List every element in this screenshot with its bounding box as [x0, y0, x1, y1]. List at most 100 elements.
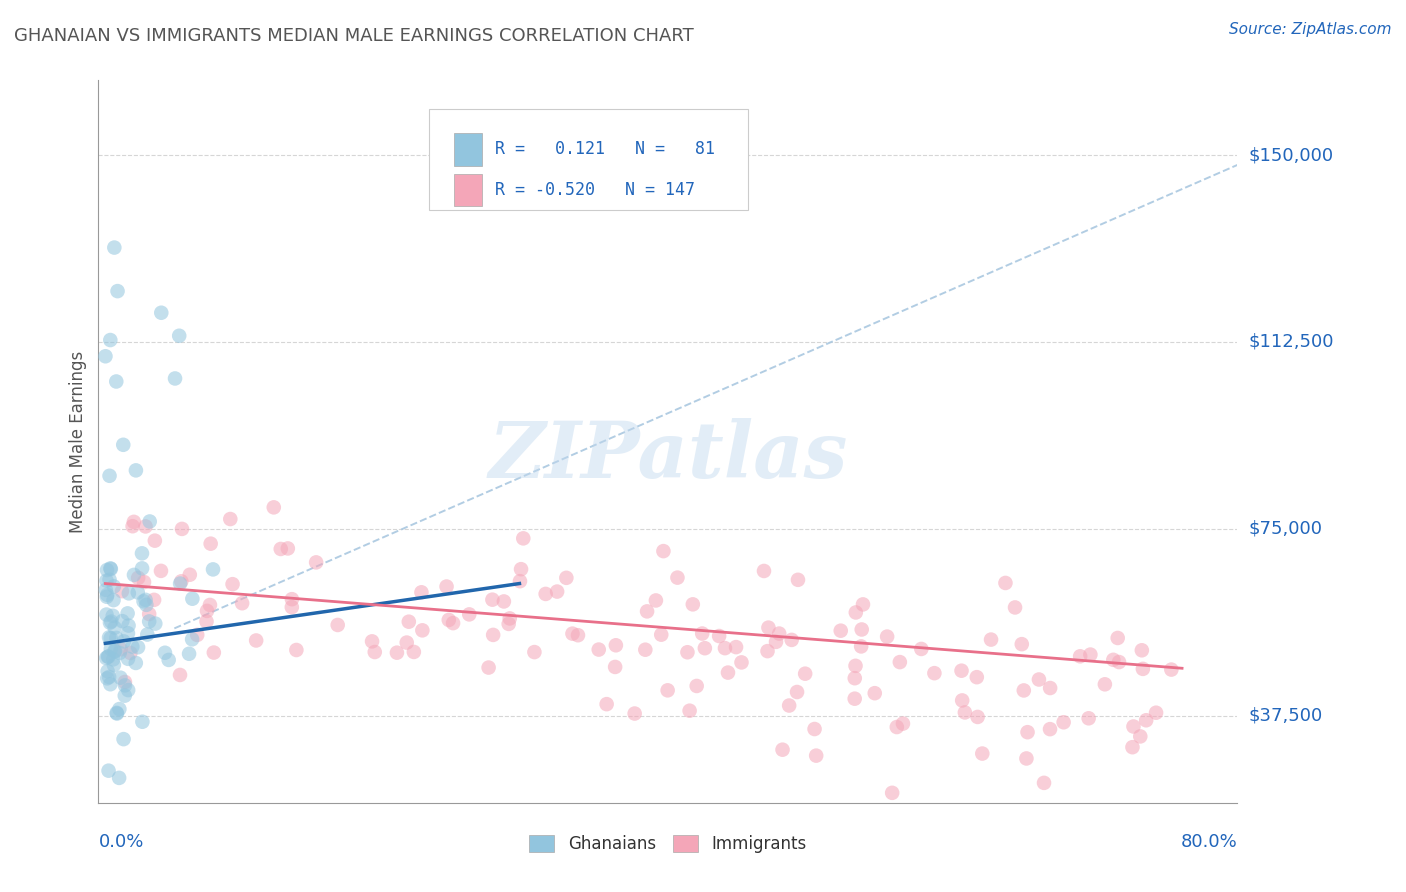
Point	[103, 658, 125, 673]
Point	[634, 642, 657, 657]
Point	[1122, 719, 1144, 733]
Point	[707, 629, 730, 643]
Point	[138, 615, 160, 629]
Point	[94, 582, 117, 597]
Point	[219, 512, 242, 526]
Point	[950, 693, 973, 707]
Point	[1017, 725, 1039, 739]
Point	[153, 646, 176, 660]
Point	[114, 689, 136, 703]
Point	[953, 706, 976, 720]
Point	[98, 615, 121, 630]
Point	[481, 592, 503, 607]
Point	[117, 683, 139, 698]
Point	[361, 634, 384, 648]
Point	[96, 671, 118, 685]
Point	[690, 626, 713, 640]
Point	[499, 611, 522, 625]
Point	[972, 747, 994, 761]
Point	[561, 626, 583, 640]
Point	[103, 652, 125, 666]
Point	[100, 562, 122, 576]
Point	[605, 638, 627, 652]
Point	[650, 628, 672, 642]
Point	[127, 640, 149, 655]
Point	[98, 677, 121, 691]
Point	[117, 652, 139, 666]
Point	[730, 656, 752, 670]
Point	[436, 580, 458, 594]
Point	[100, 631, 122, 645]
Point	[512, 532, 534, 546]
Point	[132, 575, 155, 590]
Point	[794, 666, 817, 681]
Point	[682, 598, 704, 612]
Point	[1069, 649, 1091, 664]
Point	[108, 646, 131, 660]
Point	[830, 624, 852, 638]
Point	[105, 375, 128, 389]
Point	[110, 642, 132, 657]
Point	[678, 704, 700, 718]
Legend: Ghanaians, Immigrants: Ghanaians, Immigrants	[523, 828, 813, 860]
Point	[1015, 751, 1038, 765]
Point	[546, 584, 568, 599]
Point	[98, 468, 121, 483]
Point	[98, 573, 121, 587]
Point	[96, 588, 118, 602]
Point	[131, 546, 153, 560]
Point	[676, 645, 699, 659]
Point	[458, 607, 481, 622]
Point	[103, 241, 125, 255]
Point	[595, 697, 617, 711]
Point	[693, 641, 716, 656]
Point	[108, 771, 131, 785]
Point	[966, 710, 988, 724]
Point	[98, 333, 121, 347]
Point	[1130, 643, 1153, 657]
Point	[110, 671, 132, 685]
Point	[98, 631, 121, 645]
Point	[277, 541, 299, 556]
Point	[666, 571, 689, 585]
Point	[195, 615, 218, 629]
Point	[107, 284, 129, 298]
Bar	[454, 133, 482, 166]
Point	[1052, 715, 1074, 730]
Point	[263, 500, 285, 515]
Point	[768, 626, 790, 640]
Point	[395, 635, 418, 649]
Point	[950, 664, 973, 678]
Point	[195, 604, 218, 618]
Point	[851, 623, 873, 637]
Point	[889, 655, 911, 669]
Text: Source: ZipAtlas.com: Source: ZipAtlas.com	[1229, 22, 1392, 37]
Point	[803, 722, 825, 736]
Point	[645, 593, 668, 607]
Point	[876, 630, 898, 644]
Point	[686, 679, 709, 693]
Point	[1135, 713, 1157, 727]
Point	[886, 720, 908, 734]
Point	[96, 563, 118, 577]
Point	[157, 653, 180, 667]
Point	[104, 644, 127, 658]
Point	[882, 786, 904, 800]
Point	[198, 598, 221, 612]
Point	[411, 624, 433, 638]
Point	[117, 618, 139, 632]
Point	[411, 585, 433, 599]
Point	[787, 573, 810, 587]
Point	[202, 562, 225, 576]
Point	[285, 643, 308, 657]
Point	[891, 716, 914, 731]
Point	[1129, 730, 1152, 744]
Point	[97, 649, 120, 664]
Point	[117, 626, 139, 640]
Point	[149, 564, 172, 578]
Point	[202, 646, 225, 660]
Text: R =   0.121   N =   81: R = 0.121 N = 81	[495, 140, 714, 159]
Point	[114, 678, 136, 692]
Point	[105, 706, 128, 721]
Point	[96, 651, 118, 665]
